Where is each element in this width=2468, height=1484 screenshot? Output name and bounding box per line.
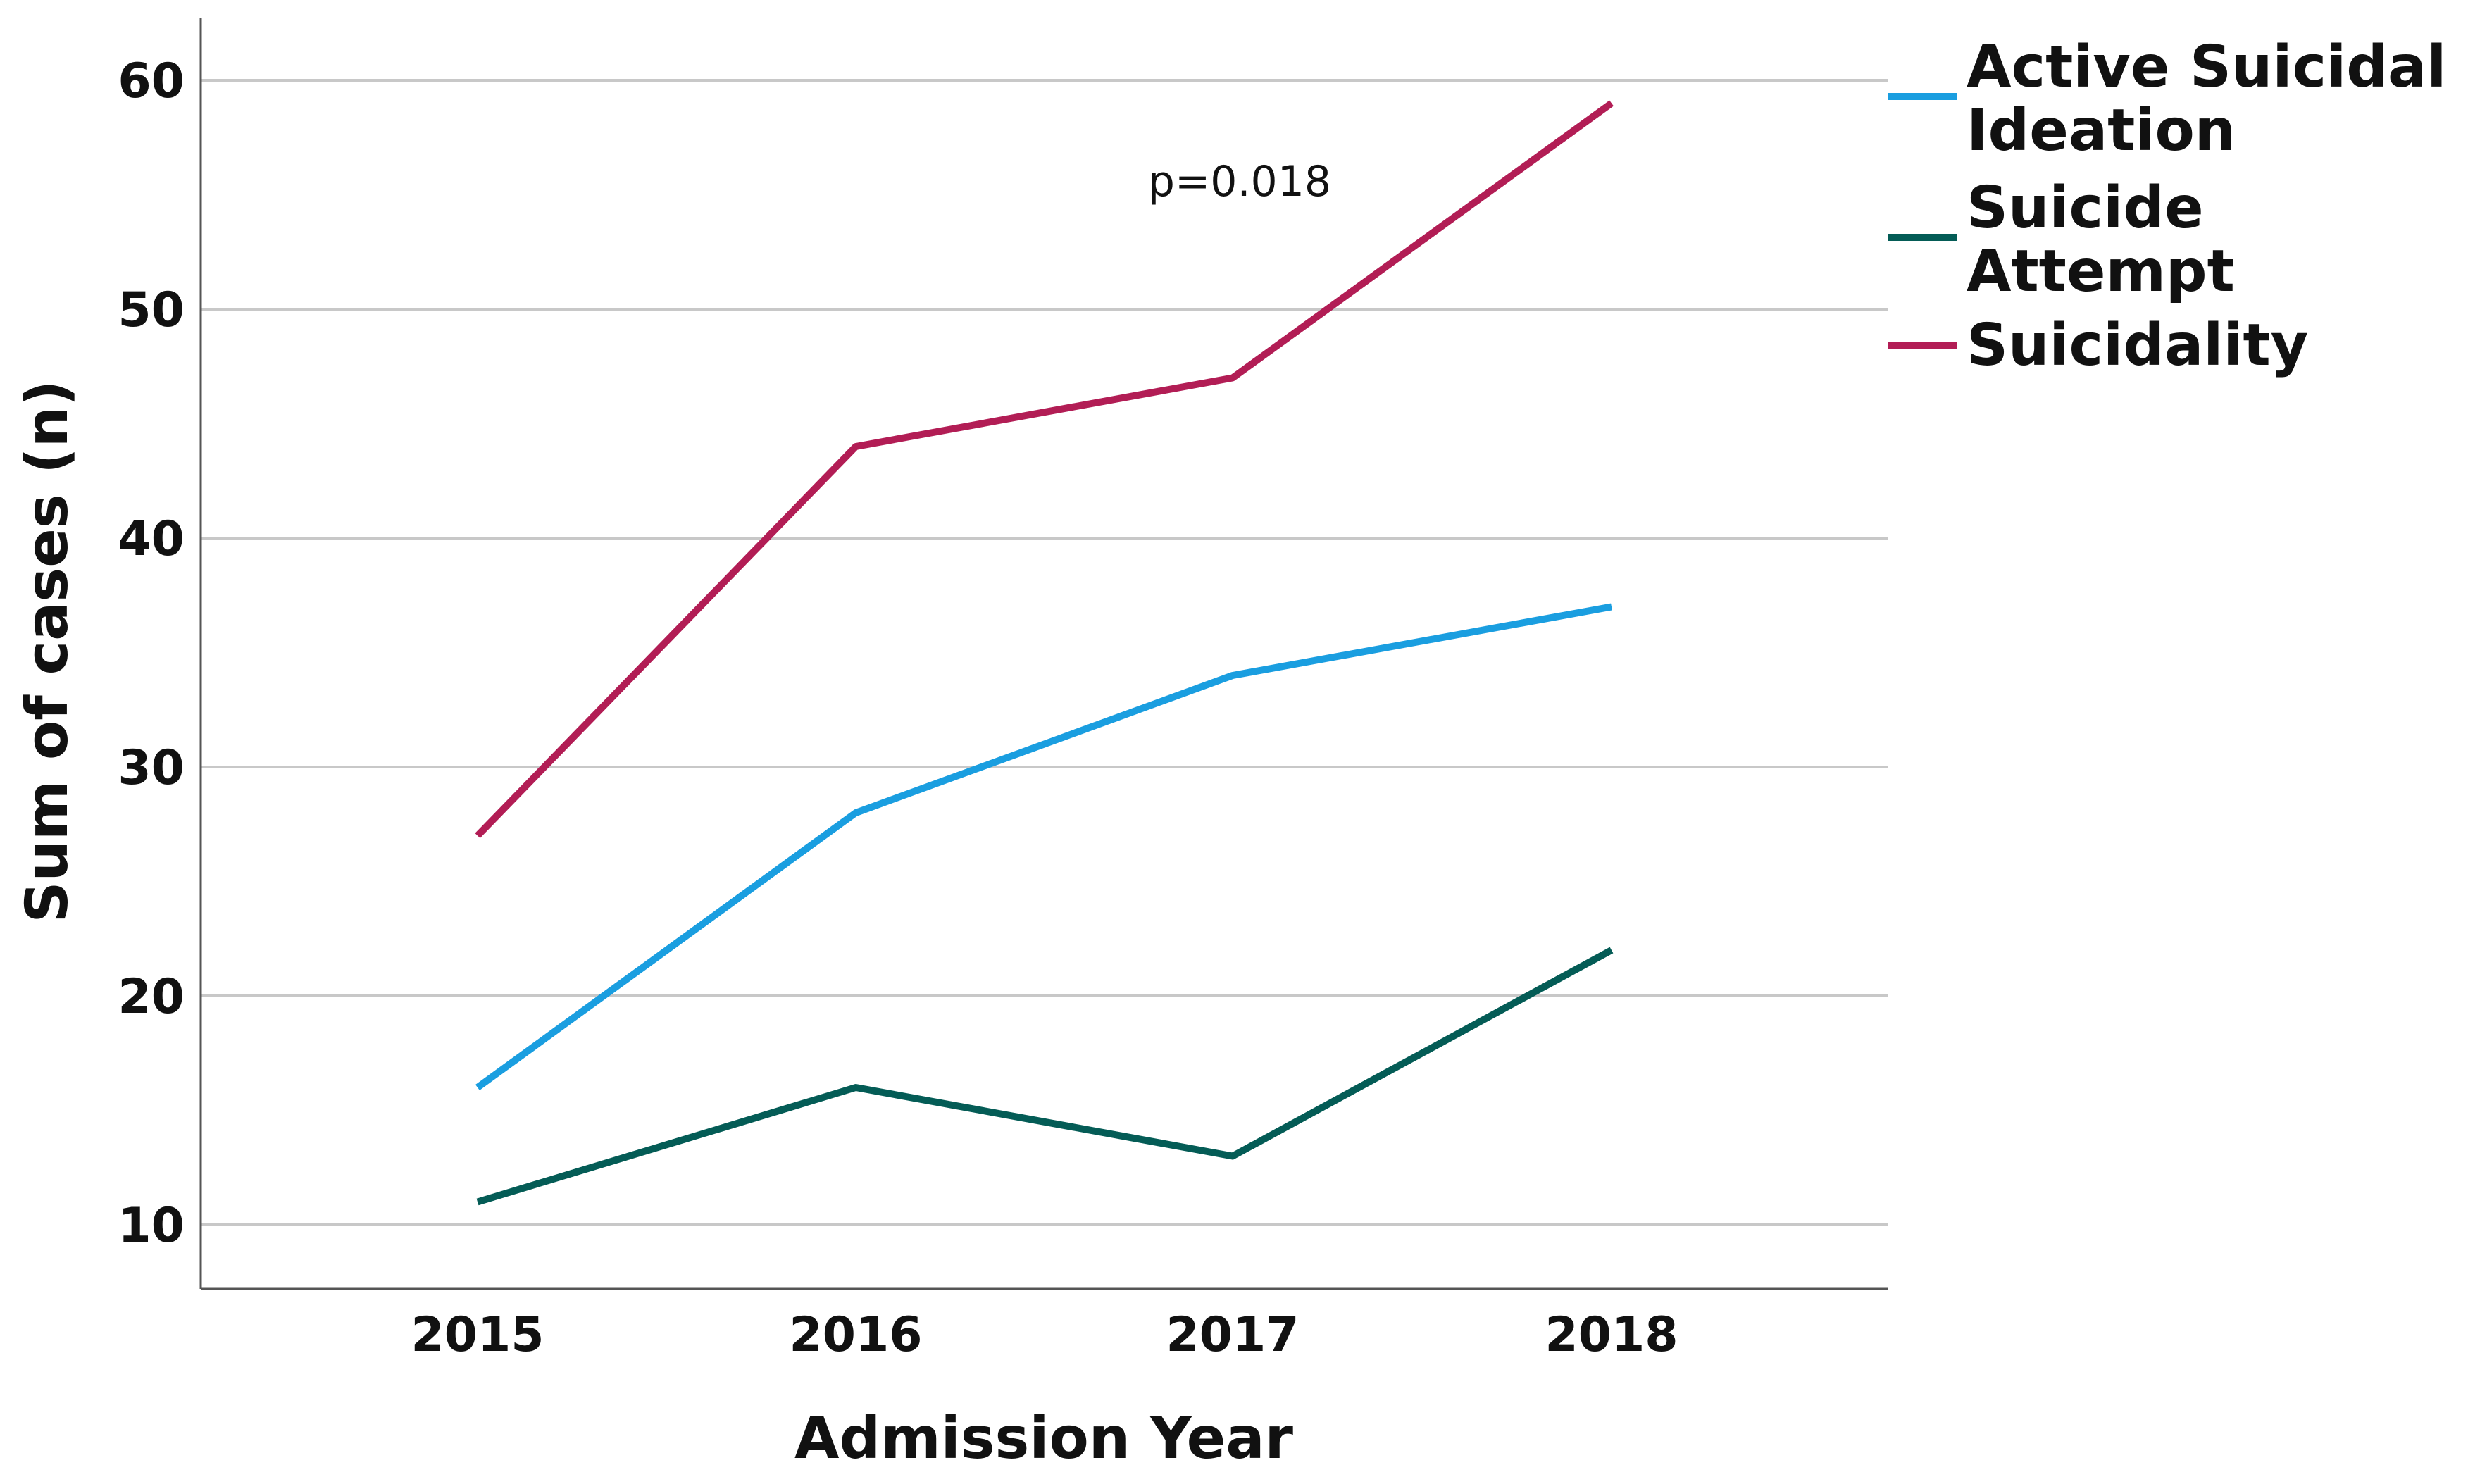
y-tick-labels: 10 20 30 40 50 60 <box>118 54 185 1254</box>
series-line-suicide-attempt <box>476 947 1614 1206</box>
series-line-suicidality <box>475 100 1614 838</box>
y-tick-label: 50 <box>118 282 185 338</box>
x-axis-title: Admission Year <box>794 1405 1293 1472</box>
y-tick-label: 10 <box>118 1198 185 1254</box>
data-series <box>475 100 1614 1206</box>
y-axis-title: Sum of cases (n) <box>14 380 81 923</box>
series-line-active-suicidal-ideation <box>475 603 1612 1091</box>
x-tick-label: 2017 <box>1166 1307 1299 1363</box>
legend-label: Attempt <box>1967 238 2235 305</box>
x-tick-label: 2016 <box>789 1307 922 1363</box>
legend-entry-suicidality: Suicidality <box>1888 312 2308 379</box>
y-tick-label: 40 <box>118 511 185 567</box>
x-tick-label: 2015 <box>411 1307 544 1363</box>
p-value-annotation: p=0.018 <box>1148 157 1331 206</box>
x-tick-labels: 2015 2016 2017 2018 <box>411 1307 1678 1363</box>
y-tick-label: 60 <box>118 54 185 109</box>
gridlines <box>201 79 1888 1226</box>
legend: Active SuicidalIdeationSuicideAttemptSui… <box>1888 34 2446 379</box>
legend-label: Active Suicidal <box>1967 34 2446 101</box>
legend-label: Suicide <box>1967 175 2204 242</box>
y-tick-label: 20 <box>118 969 185 1025</box>
legend-label: Ideation <box>1967 97 2236 164</box>
legend-label: Suicidality <box>1967 312 2308 379</box>
x-tick-label: 2018 <box>1545 1307 1678 1363</box>
y-tick-label: 30 <box>118 740 185 796</box>
axes <box>199 18 1888 1290</box>
